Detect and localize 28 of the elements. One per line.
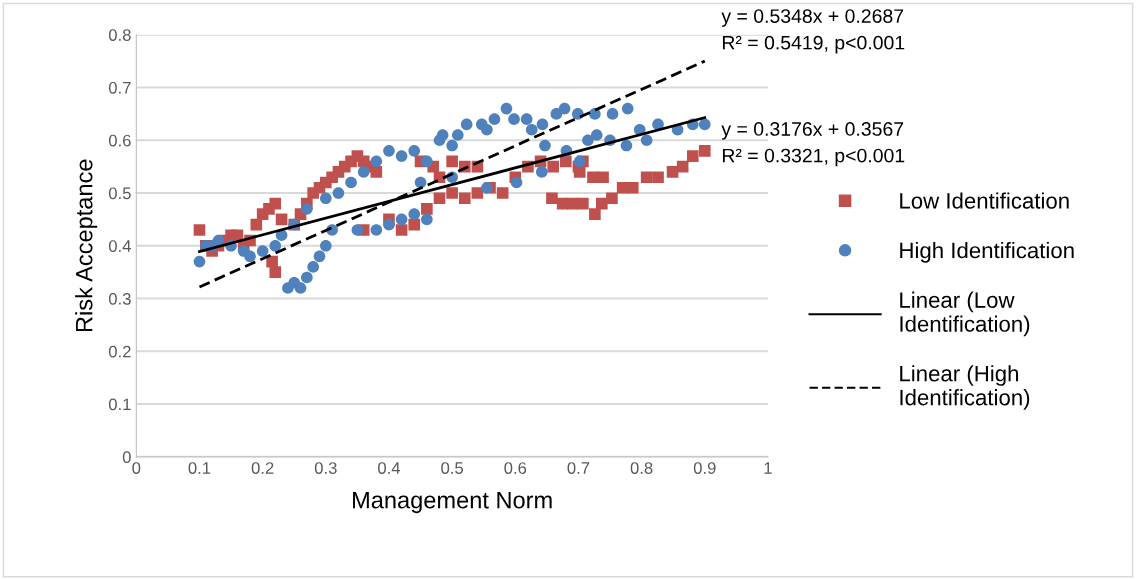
annotation: y = 0.5348x + 0.2687 R² = 0.5419, p<0.001 <box>721 9 905 54</box>
y-tick-label: 0.4 <box>108 240 131 252</box>
y-tick-label: 0.3 <box>108 292 131 305</box>
x-tick-label: 0.4 <box>378 462 401 474</box>
x-tick-label: 0.8 <box>630 462 653 474</box>
y-tick-label: 0.5 <box>108 187 131 200</box>
x-axis-title: Management Norm <box>353 491 552 514</box>
y-tick-label: 0.7 <box>108 81 131 94</box>
y-axis-title: Risk Acceptance <box>75 159 98 332</box>
y-tick-label: 0.8 <box>108 29 131 41</box>
legend-label: Linear (High Identification) <box>900 365 1030 410</box>
x-tick-label: 0.5 <box>441 462 464 474</box>
x-tick-label: 0 <box>132 462 141 474</box>
x-tick-label: 0.3 <box>314 462 337 474</box>
legend-label: Linear (Low Identification) <box>900 291 1030 337</box>
x-tick-label: 0.6 <box>504 462 527 474</box>
y-tick-label: 0.2 <box>108 345 131 358</box>
annotation: y = 0.3176x + 0.3567 R² = 0.3321, p<0.001 <box>721 122 905 167</box>
x-tick-label: 1 <box>764 462 772 474</box>
y-tick-label: 0.6 <box>108 134 131 147</box>
x-tick-label: 0.9 <box>693 462 716 474</box>
legend-label: High Identification <box>900 241 1074 263</box>
x-tick-label: 0.2 <box>251 462 274 474</box>
x-tick-label: 0.7 <box>567 462 590 474</box>
y-tick-label: 0 <box>122 451 131 464</box>
y-tick-label: 0.1 <box>108 398 131 411</box>
x-tick-label: 0.1 <box>188 462 211 474</box>
legend-label: Low Identification <box>900 192 1069 209</box>
